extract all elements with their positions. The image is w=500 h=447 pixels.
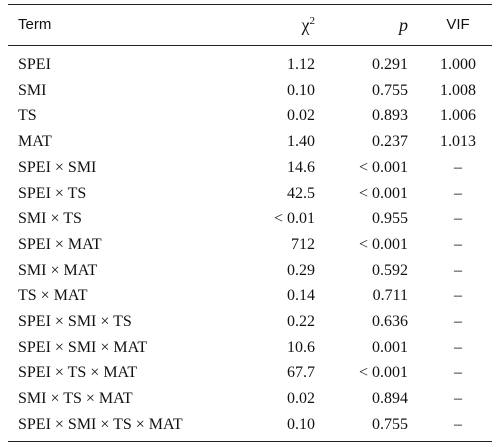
table-cell: TS × MAT (18, 287, 88, 305)
table-cell: 0.291 (372, 56, 408, 73)
table-cell: 0.001 (372, 338, 408, 356)
table-cell: 0.955 (372, 210, 408, 228)
table-cell: – (454, 313, 462, 330)
table-cell: 0.02 (287, 107, 315, 125)
table-cell: 0.894 (372, 390, 408, 408)
table-cell: SPEI × SMI × TS × MAT (18, 415, 183, 433)
table-cell: 14.6 (287, 158, 315, 176)
table-cell: – (454, 184, 462, 202)
table-cell: 0.10 (287, 81, 315, 99)
table-cell: 1.12 (287, 56, 315, 73)
table-cell: 0.02 (287, 390, 315, 408)
header-cell: VIF (446, 16, 470, 33)
header-cell: Term (18, 16, 52, 33)
table-cell: SPEI × TS × MAT (18, 364, 138, 382)
table-cell: 0.22 (287, 313, 315, 330)
table-cell: SPEI × SMI (18, 158, 97, 176)
table-cell: 1.008 (440, 81, 476, 99)
table-cell: SPEI × TS (18, 184, 87, 202)
header-rule (8, 45, 492, 46)
table-cell: – (454, 390, 462, 408)
table-cell: 0.755 (372, 81, 408, 99)
table-cell: – (454, 235, 462, 253)
table-cell: < 0.001 (358, 158, 408, 176)
table-cell: – (454, 415, 462, 433)
table-cell: 0.14 (287, 287, 315, 305)
header-cell: p (399, 15, 408, 35)
table-cell: 0.636 (372, 313, 408, 330)
table-cell: 42.5 (287, 184, 315, 202)
table-cell: 0.10 (287, 415, 315, 433)
table-cell: < 0.01 (273, 210, 315, 228)
table-cell: MAT (18, 133, 52, 151)
table-cell: SMI (18, 81, 47, 99)
table-cell: 1.40 (287, 133, 315, 151)
table-cell: SMI × TS (18, 210, 82, 228)
table-cell: – (454, 338, 462, 356)
table-cell: 1.000 (440, 56, 476, 73)
top-rule (8, 4, 492, 5)
table-cell: – (454, 210, 462, 228)
header-superscript: 2 (309, 15, 316, 27)
table-cell: 0.755 (372, 415, 408, 433)
table-cell: – (454, 261, 462, 279)
table-cell: – (454, 158, 462, 176)
table-cell: < 0.001 (358, 364, 408, 382)
table-cell: SPEI × MAT (18, 235, 102, 253)
table-cell: SPEI (18, 56, 51, 73)
header-symbol: χ (301, 15, 310, 35)
table-cell: SMI × TS × MAT (18, 390, 133, 408)
header-cell: χ2 (302, 15, 316, 35)
table-cell: SPEI × SMI × MAT (18, 338, 148, 356)
table-cell: 0.29 (287, 261, 315, 279)
table-cell: 10.6 (287, 338, 315, 356)
bottom-rule (8, 441, 492, 442)
table-cell: TS (18, 107, 37, 125)
table-cell: 0.893 (372, 107, 408, 125)
table-cell: < 0.001 (358, 235, 408, 253)
table-cell: SMI × MAT (18, 261, 98, 279)
table-cell: 1.013 (440, 133, 476, 151)
table-cell: 0.711 (372, 287, 408, 305)
table-cell: < 0.001 (358, 184, 408, 202)
table-cell: 1.006 (440, 107, 476, 125)
table-cell: 0.592 (372, 261, 408, 279)
table-cell: – (454, 287, 462, 305)
table-cell: – (454, 364, 462, 382)
table-cell: 67.7 (287, 364, 315, 382)
table-cell: 712 (291, 235, 315, 253)
table-cell: 0.237 (372, 133, 408, 151)
table-cell: SPEI × SMI × TS (18, 313, 132, 330)
